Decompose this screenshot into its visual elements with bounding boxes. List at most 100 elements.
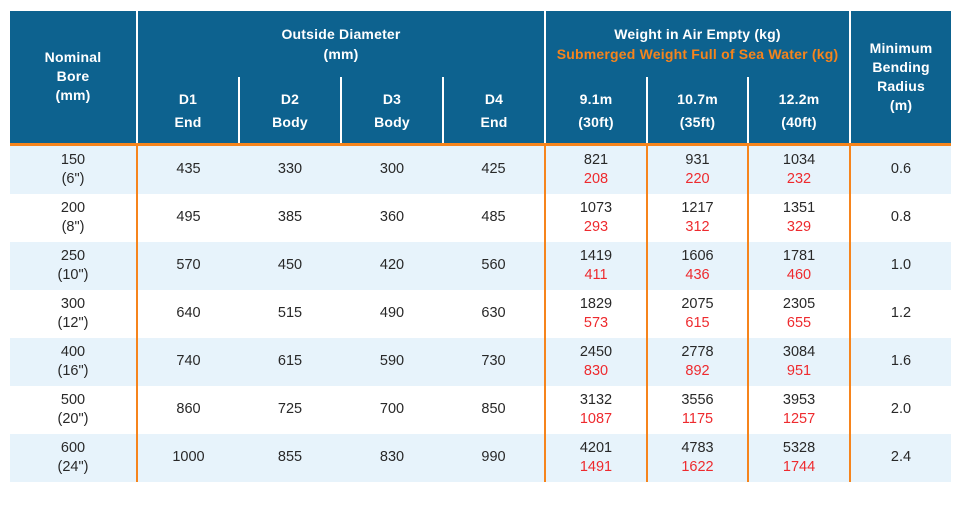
table-row: 150 (6") 435 330 300 425 821 208 931 220… <box>10 142 952 194</box>
cell-d2-body: 385 <box>277 209 303 225</box>
header-nominal-bore-line1: Nominal <box>44 49 102 66</box>
bore-inch: (20") <box>57 410 89 427</box>
weight-submerged: 1175 <box>681 410 714 427</box>
header-outside-diameter-title: Outside Diameter <box>281 26 401 42</box>
weight-air: 1217 <box>681 199 714 216</box>
cell-weight-12-2m: 1034 232 <box>746 142 851 194</box>
weight-air: 4783 <box>681 439 714 456</box>
weight-submerged: 1257 <box>782 410 816 427</box>
header-col-d1-part: End <box>136 114 239 144</box>
cell-weight-12-2m: 2305 655 <box>746 289 851 338</box>
cell-d1-end: 435 <box>136 142 239 194</box>
weight-submerged: 293 <box>583 218 609 235</box>
weight-submerged: 1087 <box>579 410 613 427</box>
weight-air: 2450 <box>579 343 613 360</box>
cell-weight-9-1m: 821 208 <box>544 142 647 194</box>
weight-air: 5328 <box>782 439 816 456</box>
cell-d3-body: 590 <box>379 353 405 369</box>
cell-d2-body: 330 <box>239 142 341 194</box>
weight-submerged: 951 <box>786 362 812 379</box>
bore-mm: 150 <box>60 151 86 168</box>
table-row: 250 (10") 570 450 420 560 1419 411 1606 … <box>10 241 952 290</box>
weight-submerged: 208 <box>583 170 609 187</box>
weight-submerged: 1744 <box>782 458 816 475</box>
weight-air: 1419 <box>579 247 613 264</box>
table-row: 600 (24") 1000 855 830 990 4201 1491 478… <box>10 433 952 482</box>
weight-air: 3132 <box>579 391 613 408</box>
header-outside-diameter-unit: (mm) <box>323 46 359 62</box>
table-header: Nominal Bore (mm) Outside Diameter (mm) … <box>10 11 952 144</box>
bore-inch: (12") <box>57 314 89 331</box>
cell-min-bending-radius: 0.6 <box>849 142 952 194</box>
header-col-d3-part: Body <box>340 114 443 144</box>
cell-weight-9-1m: 4201 1491 <box>544 433 647 482</box>
weight-submerged: 615 <box>685 314 710 331</box>
weight-air: 1073 <box>579 199 613 216</box>
cell-d3-body: 700 <box>379 401 405 417</box>
cell-weight-10-7m: 4783 1622 <box>646 433 748 482</box>
cell-weight-10-7m: 931 220 <box>646 142 748 194</box>
header-col-d3: D3 <box>340 77 443 114</box>
bore-inch: (24") <box>57 458 89 475</box>
header-col-d4-part: End <box>442 114 545 144</box>
weight-air: 1781 <box>782 247 816 264</box>
weight-submerged: 1491 <box>579 458 613 475</box>
weight-submerged: 329 <box>786 218 812 235</box>
cell-d4-end: 425 <box>443 142 545 194</box>
weight-submerged: 232 <box>786 170 812 187</box>
weight-submerged: 460 <box>786 266 812 283</box>
weight-air: 2778 <box>681 343 714 360</box>
weight-air: 3084 <box>782 343 816 360</box>
bore-mm: 250 <box>60 247 86 264</box>
weight-air: 1829 <box>579 295 613 312</box>
weight-air: 4201 <box>579 439 613 456</box>
cell-nominal-bore: 400 (16") <box>10 338 137 386</box>
weight-air: 3953 <box>782 391 816 408</box>
header-col-30ft: (30ft) <box>544 114 647 144</box>
header-col-d2: D2 <box>238 77 341 114</box>
header-min-bending-radius: Minimum Bending Radius (m) <box>849 11 952 144</box>
header-col-12-2m: 12.2m <box>746 77 851 114</box>
weight-air: 1606 <box>681 247 714 264</box>
header-bending-line2: Bending <box>872 58 930 75</box>
cell-d4-end: 850 <box>481 401 506 417</box>
bore-inch: (8") <box>61 218 85 235</box>
bore-mm: 500 <box>60 391 86 408</box>
header-nominal-bore-line3: (mm) <box>55 87 91 104</box>
cell-d1-end: 1000 <box>136 433 239 482</box>
cell-nominal-bore: 250 (10") <box>10 242 137 290</box>
weight-air: 1351 <box>782 199 816 216</box>
cell-weight-12-2m: 1351 329 <box>746 193 851 242</box>
weight-air: 931 <box>685 151 710 168</box>
table-row: 400 (16") 740 615 590 730 2450 830 2778 … <box>10 337 952 386</box>
cell-weight-10-7m: 3556 1175 <box>646 385 748 434</box>
cell-d1-end: 640 <box>136 289 239 338</box>
cell-weight-12-2m: 3953 1257 <box>746 385 851 434</box>
bore-mm: 200 <box>60 199 86 216</box>
cell-min-bending-radius: 1.0 <box>849 241 952 290</box>
cell-d4-end: 485 <box>481 209 506 225</box>
bore-inch: (6") <box>61 170 85 187</box>
cell-nominal-bore: 200 (8") <box>10 194 137 242</box>
cell-min-bending-radius: 2.4 <box>849 433 952 482</box>
cell-d1-end: 570 <box>136 241 239 290</box>
cell-weight-9-1m: 2450 830 <box>544 337 647 386</box>
weight-submerged: 411 <box>584 266 608 283</box>
cell-weight-9-1m: 1073 293 <box>544 193 647 242</box>
cell-min-bending-radius: 1.2 <box>849 289 952 338</box>
weight-submerged: 436 <box>685 266 710 283</box>
cell-d4-end: 730 <box>481 353 506 369</box>
bore-mm: 400 <box>60 343 86 360</box>
table-body: 150 (6") 435 330 300 425 821 208 931 220… <box>10 142 952 482</box>
table-row: 200 (8") 495 385 360 485 1073 293 1217 3… <box>10 193 952 242</box>
weight-air: 2075 <box>681 295 714 312</box>
header-col-d4: D4 <box>442 77 545 114</box>
weight-air: 821 <box>583 151 609 168</box>
header-weight-air-title: Weight in Air Empty (kg) <box>614 26 781 42</box>
cell-weight-9-1m: 1829 573 <box>544 289 647 338</box>
weight-air: 1034 <box>782 151 816 168</box>
weight-submerged: 573 <box>583 314 609 331</box>
cell-d1-end: 495 <box>136 193 239 242</box>
cell-nominal-bore: 600 (24") <box>10 434 137 482</box>
cell-d2-body: 615 <box>277 353 303 369</box>
